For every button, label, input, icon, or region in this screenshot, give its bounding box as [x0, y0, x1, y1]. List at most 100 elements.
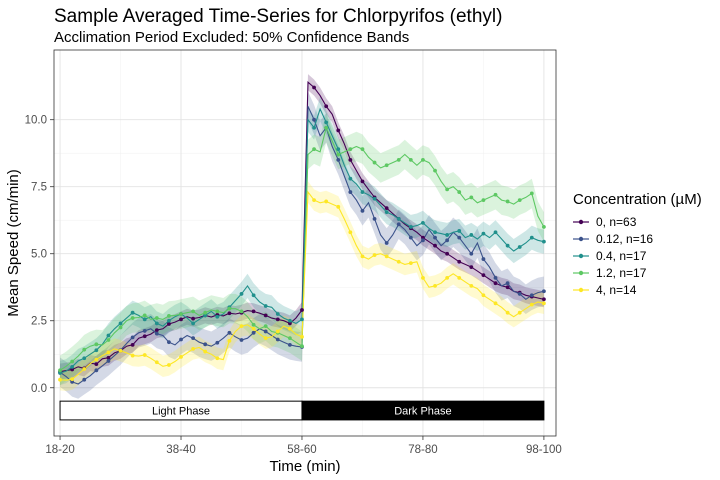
data-point	[300, 308, 304, 312]
data-point	[445, 187, 450, 192]
data-point	[191, 336, 196, 341]
data-point	[94, 362, 99, 367]
data-point	[287, 336, 292, 341]
phase-label-1: Dark Phase	[394, 406, 451, 418]
data-point	[215, 314, 220, 319]
data-point	[324, 104, 329, 109]
data-point	[469, 265, 474, 270]
data-point	[493, 281, 498, 286]
data-point	[203, 349, 208, 354]
data-point	[481, 231, 486, 236]
data-point	[154, 331, 159, 336]
data-point	[167, 318, 171, 323]
data-point	[251, 322, 256, 327]
chart-subtitle: Acclimation Period Excluded: 50% Confide…	[54, 29, 409, 46]
data-point	[227, 338, 232, 343]
y-tick-label: 10.0	[25, 115, 47, 127]
data-point	[505, 310, 510, 315]
data-point	[505, 199, 510, 204]
data-point	[142, 329, 147, 333]
data-point	[179, 317, 183, 322]
data-point	[130, 310, 135, 315]
data-point	[445, 238, 450, 243]
data-point	[372, 196, 377, 201]
data-point	[312, 198, 316, 203]
data-point	[106, 333, 111, 338]
y-tick-label: 7.5	[31, 182, 47, 194]
data-point	[396, 222, 401, 227]
data-point	[324, 199, 329, 204]
confidence-band-3	[60, 113, 544, 386]
data-point	[263, 336, 268, 341]
data-point	[336, 128, 341, 133]
data-point	[287, 342, 292, 347]
data-point	[227, 311, 232, 316]
data-point	[372, 160, 377, 165]
data-point	[300, 334, 304, 339]
data-point	[481, 257, 486, 261]
data-point	[130, 353, 135, 358]
data-point	[493, 301, 498, 306]
x-tick-label: 38-40	[166, 444, 195, 456]
data-point	[179, 355, 183, 359]
data-point	[360, 147, 365, 152]
phase-band-1	[301, 400, 545, 421]
data-point	[481, 198, 486, 203]
data-point	[251, 309, 256, 314]
data-point	[82, 356, 87, 361]
data-point	[517, 245, 522, 249]
data-point	[445, 251, 450, 256]
data-point	[384, 206, 389, 211]
series-points	[58, 85, 546, 384]
data-point	[106, 355, 111, 360]
data-point	[275, 337, 280, 342]
data-point	[457, 190, 462, 194]
legend: Concentration (µM) 0, n=63 0.12, n=16 0.4,…	[573, 191, 702, 297]
legend-label: 0, n=63	[596, 215, 637, 229]
data-point	[433, 243, 437, 248]
y-tick-label: 2.5	[31, 316, 47, 328]
data-point	[263, 324, 268, 328]
data-point	[348, 176, 353, 181]
data-point	[421, 275, 425, 280]
legend-title: Concentration (µM)	[573, 191, 702, 208]
data-point	[70, 359, 75, 364]
data-point	[396, 216, 401, 221]
data-point	[542, 301, 546, 306]
data-point	[324, 120, 329, 125]
data-point	[203, 342, 208, 347]
data-point	[70, 377, 75, 382]
y-axis-ticks: 0.0 2.5 5.0 7.5 10.0	[25, 115, 54, 395]
data-point	[384, 254, 389, 259]
data-point	[215, 309, 220, 314]
data-point	[372, 253, 377, 257]
data-point	[324, 125, 329, 130]
data-point	[529, 235, 534, 240]
data-point	[58, 371, 62, 375]
data-point	[167, 314, 171, 318]
data-point	[336, 158, 341, 162]
data-point	[529, 191, 534, 196]
data-point	[408, 235, 413, 240]
data-point	[239, 309, 244, 314]
data-point	[542, 225, 546, 229]
data-point	[421, 235, 425, 240]
data-point	[94, 348, 99, 353]
data-point	[529, 302, 534, 307]
data-point	[457, 275, 462, 280]
x-tick-label: 78-80	[408, 444, 437, 456]
legend-label: 4, n=14	[596, 283, 637, 297]
phase-bands: Light Phase Dark Phase	[59, 400, 545, 421]
data-point	[421, 158, 425, 162]
data-point	[70, 364, 75, 369]
data-point	[239, 338, 244, 342]
data-point	[275, 312, 280, 316]
data-point	[517, 292, 522, 296]
plot-border	[53, 49, 557, 437]
data-point	[384, 163, 389, 168]
data-point	[251, 293, 256, 298]
data-point	[130, 335, 135, 340]
legend-key-point	[578, 270, 584, 276]
data-point	[142, 334, 147, 339]
data-point	[433, 283, 437, 288]
